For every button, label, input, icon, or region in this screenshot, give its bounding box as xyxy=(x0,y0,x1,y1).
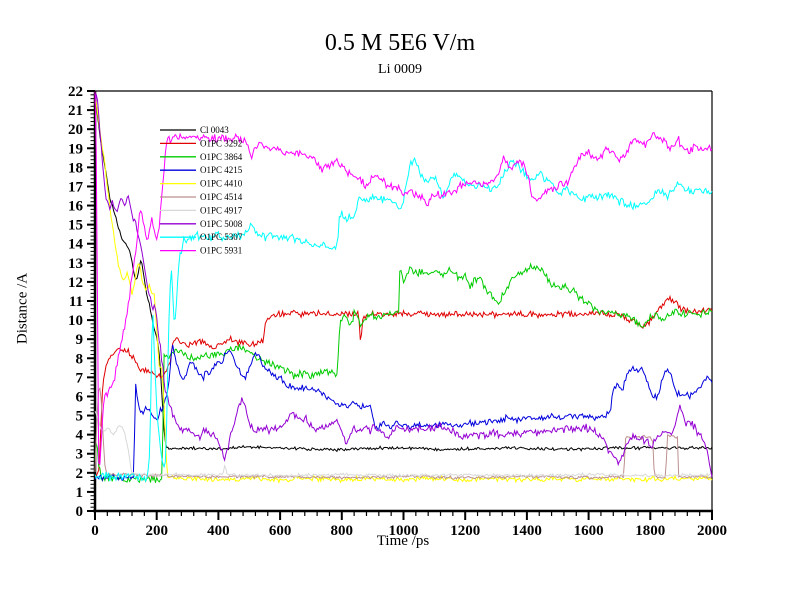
y-tick-label: 8 xyxy=(76,351,84,367)
legend-label-O1PC-5008: O1PC 5008 xyxy=(200,219,243,229)
y-tick-label: 0 xyxy=(76,504,84,520)
y-tick-label: 13 xyxy=(68,256,83,272)
legend-label-O1PC-5931: O1PC 5931 xyxy=(200,246,242,256)
series-line-O1PC-5931 xyxy=(94,91,713,466)
chart-title: 0.5 M 5E6 V/m xyxy=(324,30,476,56)
y-tick-label: 18 xyxy=(68,160,83,176)
x-tick-label: 600 xyxy=(269,523,292,539)
y-tick-label: 6 xyxy=(76,389,84,405)
x-tick-label: 1400 xyxy=(512,523,542,539)
series-line-O1PC-4215 xyxy=(94,344,713,482)
x-tick-label: 1800 xyxy=(635,523,665,539)
y-tick-label: 4 xyxy=(76,428,84,444)
y-tick-label: 20 xyxy=(68,122,83,138)
legend-label-O1PC-5307: O1PC 5307 xyxy=(200,232,243,242)
y-tick-label: 11 xyxy=(69,294,83,310)
x-tick-label: 0 xyxy=(91,523,99,539)
y-tick-label: 17 xyxy=(68,179,84,195)
x-tick-label: 400 xyxy=(207,523,230,539)
series-line-O1PC-4410 xyxy=(94,98,713,484)
y-axis-label: Distance /A xyxy=(14,272,31,345)
series-line-O1PC-4917 xyxy=(94,410,713,478)
y-tick-label: 15 xyxy=(68,218,83,234)
legend-label-O1PC-4215: O1PC 4215 xyxy=(200,165,243,175)
y-tick-label: 5 xyxy=(76,409,84,425)
y-tick-label: 10 xyxy=(68,313,83,329)
series-line-O1PC-5307 xyxy=(94,156,713,483)
x-tick-label: 2000 xyxy=(697,523,727,539)
legend-label-O1PC-4514: O1PC 4514 xyxy=(200,192,243,202)
x-axis-label: Time /ps xyxy=(376,533,430,549)
legend-label-O1PC-3292: O1PC 3292 xyxy=(200,138,242,148)
x-tick-label: 800 xyxy=(331,523,354,539)
series-line-O1PC-3292 xyxy=(94,294,713,478)
y-tick-label: 22 xyxy=(68,84,83,100)
x-tick-label: 1600 xyxy=(574,523,604,539)
x-tick-label: 200 xyxy=(145,523,168,539)
y-tick-label: 16 xyxy=(68,199,84,215)
y-tick-label: 9 xyxy=(76,332,84,348)
y-tick-label: 1 xyxy=(76,485,84,501)
y-tick-label: 7 xyxy=(76,370,84,386)
x-tick-label: 1200 xyxy=(450,523,480,539)
series-line-Cl-0043 xyxy=(94,95,713,453)
legend-label-Cl-0043: Cl 0043 xyxy=(200,125,229,135)
legend-label-O1PC-4917: O1PC 4917 xyxy=(200,205,243,215)
y-tick-label: 19 xyxy=(68,141,83,157)
y-tick-label: 2 xyxy=(76,466,84,482)
x-tick-label: 1000 xyxy=(389,523,419,539)
series-line-O1PC-3864 xyxy=(94,262,713,484)
y-tick-label: 12 xyxy=(68,275,83,291)
y-tick-label: 21 xyxy=(68,103,83,119)
legend-label-O1PC-4410: O1PC 4410 xyxy=(200,179,243,189)
chart-subtitle: Li 0009 xyxy=(378,62,422,77)
series-line-O1PC-5008 xyxy=(94,94,713,478)
y-tick-label: 3 xyxy=(76,447,84,463)
y-tick-label: 14 xyxy=(68,237,84,253)
series-line-O1PC-4514 xyxy=(94,387,713,481)
legend-label-O1PC-3864: O1PC 3864 xyxy=(200,152,243,162)
